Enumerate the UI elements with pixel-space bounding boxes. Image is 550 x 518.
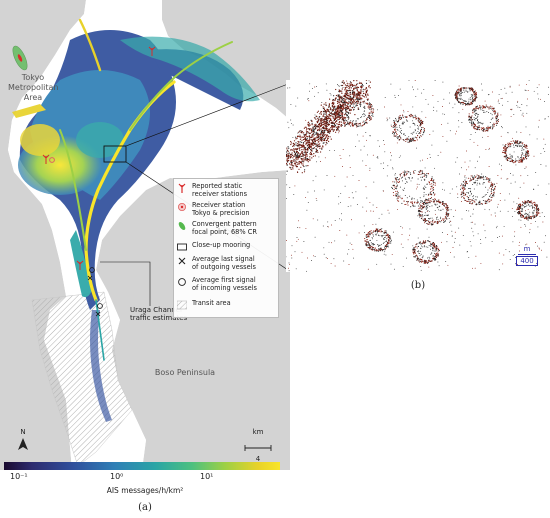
shipping-lanes <box>59 18 233 361</box>
receiver-stations <box>42 46 156 270</box>
legend-outgoing: Average last signal of outgoing vessels <box>174 255 278 275</box>
scale-unit: km <box>252 428 264 436</box>
map-scale-bar: km 4 <box>242 428 274 463</box>
uraga-leader <box>100 261 151 306</box>
closeup-scale-bar: m 400 <box>516 246 538 266</box>
closeup-mooring-plot <box>286 80 550 272</box>
traffic-density <box>12 30 260 422</box>
density-map <box>0 0 290 470</box>
rectangle-icon <box>177 243 187 251</box>
close-up-mooring-rect <box>103 145 127 163</box>
colorbar-tick-2: 10¹ <box>200 472 214 481</box>
legend-static-receivers: Reported static receiver stations <box>174 182 278 202</box>
legend-transit: Transit area <box>174 299 278 319</box>
receiver-tokyo-marker <box>49 157 55 163</box>
colorbar-tick-1: 10⁰ <box>110 472 124 481</box>
panel-a-label: (a) <box>138 502 152 513</box>
north-label: N <box>20 428 26 436</box>
legend-receiver-tokyo: Receiver station Tokyo & precision <box>174 201 278 221</box>
ais-point-cloud <box>286 80 550 272</box>
scale-bar-icon <box>244 445 272 451</box>
legend-convergent: Convergent pattern focal point, 68% CR <box>174 220 278 240</box>
ellipse-icon <box>178 221 186 231</box>
circle-icon <box>178 278 186 286</box>
antenna-icon <box>178 183 186 193</box>
north-arrow-icon <box>18 438 28 450</box>
closeup-scale-unit: m <box>523 245 531 253</box>
closeup-mooring-panel: m 400 <box>286 80 550 272</box>
land-north-east <box>162 0 290 120</box>
land-west <box>0 0 86 470</box>
legend-incoming: Average first signal of incoming vessels <box>174 276 278 296</box>
hatch-icon <box>177 300 187 310</box>
cross-icon <box>178 257 186 265</box>
boso-peninsula-label: Boso Peninsula <box>154 368 216 377</box>
north-arrow: N <box>16 428 30 452</box>
colorbar-tick-0: 10⁻¹ <box>10 472 28 481</box>
signal-markers <box>87 267 103 317</box>
closeup-scale-value: 400 <box>516 256 538 266</box>
tokyo-label: Tokyo Metropolitan Area <box>8 73 59 102</box>
legend-close-up: Close-up mooring <box>174 241 278 261</box>
transit-area <box>31 291 133 467</box>
map-legend: Reported static receiver stations Receive… <box>173 178 279 318</box>
uraga-channel-label: Uraga Channel traffic estimates <box>130 306 188 322</box>
panel-b-label: (b) <box>410 280 426 291</box>
colorbar <box>4 462 280 470</box>
colorbar-label: AIS messages/h/km² <box>106 486 184 495</box>
target-icon <box>178 203 186 211</box>
density-map-panel: Tokyo Metropolitan Area Boso Peninsula U… <box>0 0 290 470</box>
scale-value: 4 <box>255 455 261 463</box>
